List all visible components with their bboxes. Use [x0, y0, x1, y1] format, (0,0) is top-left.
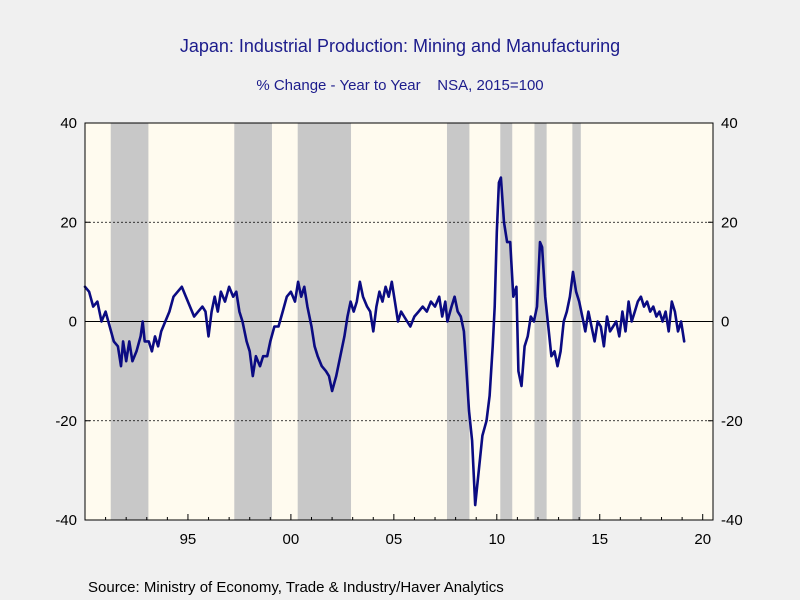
x-tick-label: 00 — [283, 531, 300, 548]
y-tick-label-right: -20 — [721, 413, 743, 430]
y-tick-label-right: 0 — [721, 314, 729, 331]
x-tick-label: 05 — [386, 531, 403, 548]
series-line — [83, 176, 686, 507]
y-tick-label-right: -40 — [721, 512, 743, 529]
y-tick-label-left: 40 — [60, 115, 77, 132]
y-tick-label-left: 20 — [60, 214, 77, 231]
y-tick-label-left: -40 — [55, 512, 77, 529]
x-tick-label: 10 — [488, 531, 505, 548]
y-tick-label-left: -20 — [55, 413, 77, 430]
chart-title: Japan: Industrial Production: Mining and… — [179, 36, 621, 56]
x-tick-label: 15 — [591, 531, 608, 548]
y-tick-label-right: 20 — [721, 214, 738, 231]
x-tick-label: 20 — [694, 531, 711, 548]
chart-subtitle: % Change - Year to Year NSA, 2015=100 — [256, 77, 544, 94]
y-tick-label-right: 40 — [721, 115, 738, 132]
x-tick-label: 95 — [180, 531, 197, 548]
y-tick-label-left: 0 — [69, 314, 77, 331]
chart-source: Source: Ministry of Economy, Trade & Ind… — [88, 579, 504, 596]
